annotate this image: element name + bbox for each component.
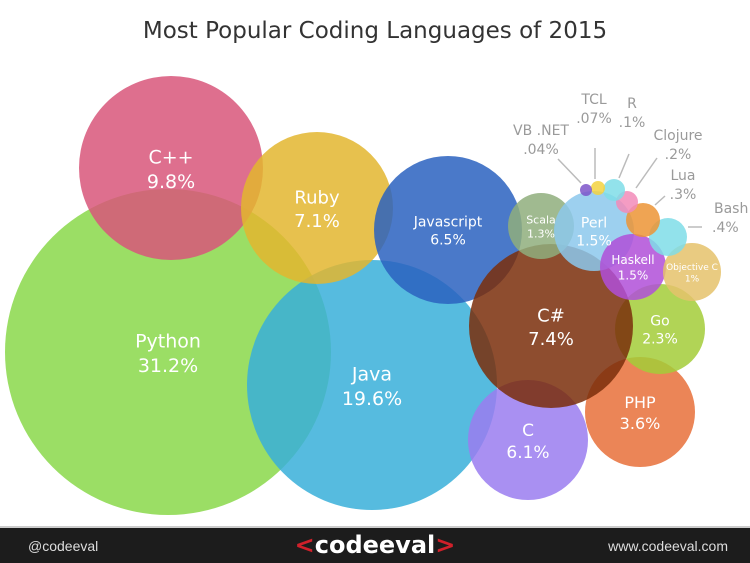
label-name-go: Go xyxy=(650,314,669,330)
label-name-javascript: Javascript xyxy=(413,215,483,231)
bubble-tcl xyxy=(591,181,605,195)
bubble-ruby xyxy=(241,132,393,284)
label-name-cpp: C++ xyxy=(148,146,193,168)
bubble-php xyxy=(585,357,695,467)
bubble-lua xyxy=(626,203,660,237)
chart-title: Most Popular Coding Languages of 2015 xyxy=(142,18,608,44)
label-value-scala: 1.3% xyxy=(527,228,555,241)
bubble-go xyxy=(615,284,705,374)
label-name-r: R xyxy=(627,96,637,112)
leader-line-lua xyxy=(654,195,666,206)
bubble-haskell xyxy=(600,234,666,300)
bubble-c xyxy=(468,380,588,500)
footer: @codeeval <codeeval> www.codeeval.com xyxy=(0,526,750,563)
codeeval-logo: <codeeval> xyxy=(294,531,456,559)
label-value-cpp: 9.8% xyxy=(147,171,195,193)
bubble-bash xyxy=(649,218,687,256)
label-name-haskell: Haskell xyxy=(611,253,654,267)
bubble-cpp xyxy=(79,76,263,260)
label-value-lua: .3% xyxy=(670,187,697,203)
label-value-javascript: 6.5% xyxy=(430,233,466,249)
label-name-clojure: Clojure xyxy=(653,128,702,144)
label-name-scala: Scala xyxy=(526,213,556,226)
label-name-perl: Perl xyxy=(581,216,607,232)
bubble-objective-c xyxy=(663,243,721,301)
website-link[interactable]: www.codeeval.com xyxy=(608,538,728,554)
bubble-java xyxy=(247,260,497,510)
label-value-r: .1% xyxy=(619,115,646,131)
label-name-c: C xyxy=(522,421,534,441)
label-name-vb-net: VB .NET xyxy=(513,123,569,139)
label-value-go: 2.3% xyxy=(642,332,678,348)
label-name-php: PHP xyxy=(624,393,656,412)
label-value-java: 19.6% xyxy=(342,388,402,410)
label-value-python: 31.2% xyxy=(138,355,198,377)
label-value-tcl: .07% xyxy=(576,111,612,127)
label-value-objective-c: 1% xyxy=(685,274,700,284)
leader-line-r xyxy=(618,153,630,179)
label-value-c: 6.1% xyxy=(506,443,549,463)
leader-line-vb-net xyxy=(557,158,582,184)
label-value-ruby: 7.1% xyxy=(294,211,340,232)
label-name-ruby: Ruby xyxy=(294,188,340,209)
label-name-bash: Bash xyxy=(714,201,748,217)
label-value-haskell: 1.5% xyxy=(618,269,649,283)
label-name-csharp: C# xyxy=(537,306,565,327)
label-value-php: 3.6% xyxy=(620,414,661,433)
bubble-javascript xyxy=(374,156,522,304)
label-value-csharp: 7.4% xyxy=(528,329,574,350)
label-name-lua: Lua xyxy=(670,168,695,184)
label-name-java: Java xyxy=(351,363,392,385)
label-value-bash: .4% xyxy=(712,220,739,236)
bubble-csharp xyxy=(469,244,633,408)
label-name-objective-c: Objective C xyxy=(666,263,718,273)
label-value-vb-net: .04% xyxy=(523,142,559,158)
leader-line-clojure xyxy=(635,157,658,189)
twitter-handle[interactable]: @codeeval xyxy=(28,538,99,554)
label-name-python: Python xyxy=(135,330,201,352)
bubble-vb-net xyxy=(580,184,592,196)
bubble-python xyxy=(5,189,331,515)
label-value-perl: 1.5% xyxy=(576,234,612,250)
label-value-clojure: .2% xyxy=(665,147,692,163)
label-name-tcl: TCL xyxy=(580,92,607,108)
bubble-r xyxy=(603,179,625,201)
